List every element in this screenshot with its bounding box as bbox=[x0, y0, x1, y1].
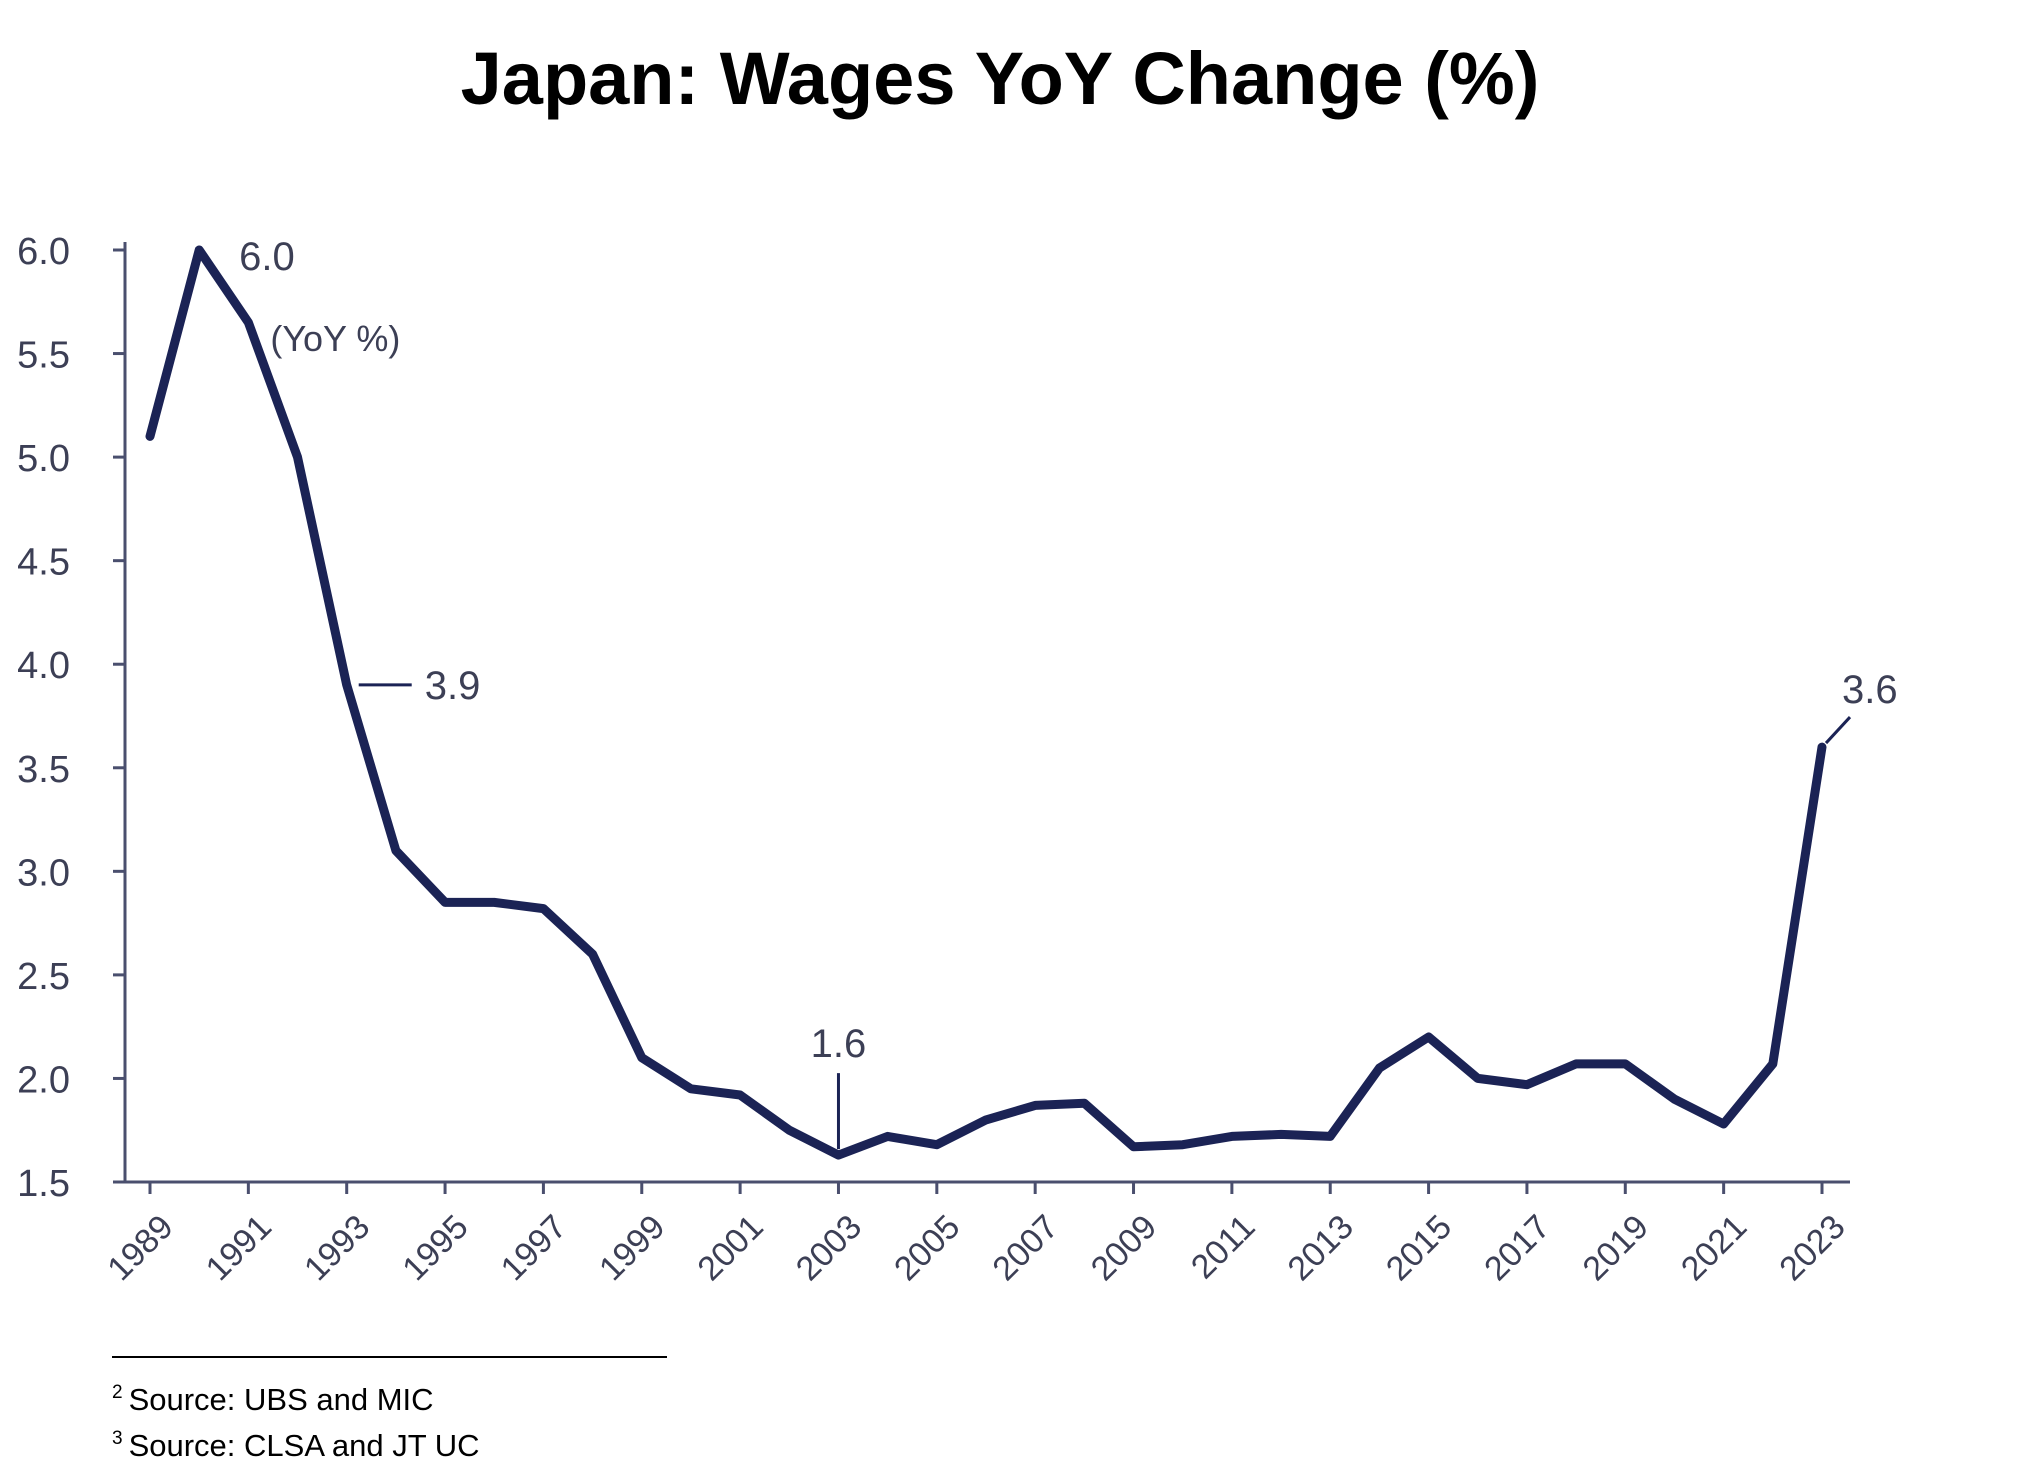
wages-line-chart: 1.52.02.53.03.54.04.55.05.56.0 1989 1991 1… bbox=[17, 231, 1898, 1288]
x-tick-label: 2017 bbox=[1477, 1208, 1557, 1288]
y-tick-label: 1.5 bbox=[17, 1163, 70, 1205]
footnote-text: Source: UBS and MIC bbox=[128, 1382, 434, 1417]
y-tick-label: 4.0 bbox=[17, 645, 70, 687]
x-tick-label: 2015 bbox=[1379, 1208, 1459, 1288]
annotation-label: 3.9 bbox=[425, 664, 481, 708]
x-tick-label: 1999 bbox=[592, 1208, 672, 1288]
y-tick-label: 4.5 bbox=[17, 542, 70, 584]
annotation-label: 1.6 bbox=[811, 1022, 867, 1066]
x-tick-label: 2011 bbox=[1184, 1208, 1263, 1287]
x-tick-label: 2023 bbox=[1772, 1208, 1852, 1288]
y-tick-label: 2.5 bbox=[17, 956, 70, 998]
annotation-label: 6.0 bbox=[239, 235, 295, 279]
y-ticks: 1.5 2.0 2.5 3.0 3.5 4.0 4.5 5.0 5.5 6.0 bbox=[17, 231, 125, 1205]
x-tick-label: 2007 bbox=[985, 1208, 1065, 1288]
x-tick-label: 2021 bbox=[1674, 1208, 1754, 1288]
page-title: Japan: Wages YoY Change (%) bbox=[460, 37, 1540, 120]
footnote-text: Source: CLSA and JT UC bbox=[128, 1428, 480, 1463]
x-ticks: 1989 1991 1993 1995 1997 1999 2001 2003 2005 2007… bbox=[100, 1182, 1853, 1288]
x-tick-label: 2013 bbox=[1281, 1208, 1361, 1288]
x-tick-label: 1991 bbox=[199, 1208, 279, 1288]
annotations: 6.0 3.9 1.6 3.6 bbox=[239, 235, 1898, 1150]
y-tick-label: 5.0 bbox=[17, 438, 70, 480]
x-tick-label: 2005 bbox=[887, 1208, 967, 1288]
footnote-marker: 2 bbox=[112, 1382, 123, 1403]
x-tick-label: 2001 bbox=[690, 1208, 770, 1288]
series-line-wages bbox=[145, 245, 1827, 1160]
x-tick-label: 2003 bbox=[789, 1208, 869, 1288]
x-tick-label: 1989 bbox=[100, 1208, 180, 1288]
x-tick-label: 1997 bbox=[494, 1208, 574, 1288]
y-tick-label: 3.0 bbox=[17, 852, 70, 894]
y-tick-label: 5.5 bbox=[17, 335, 70, 377]
footnote-2: 3 Source: CLSA and JT UC bbox=[112, 1428, 480, 1464]
footnote-divider bbox=[112, 1356, 667, 1358]
annotation-label: 3.6 bbox=[1842, 668, 1898, 712]
x-tick-label: 1993 bbox=[297, 1208, 377, 1288]
annotation-leader bbox=[1824, 716, 1852, 745]
y-tick-label: 2.0 bbox=[17, 1059, 70, 1101]
y-tick-label: 6.0 bbox=[17, 231, 70, 273]
x-tick-label: 1995 bbox=[395, 1208, 475, 1288]
y-tick-label: 3.5 bbox=[17, 749, 70, 791]
footnote-1: 2 Source: UBS and MIC bbox=[112, 1382, 434, 1418]
x-tick-label: 2019 bbox=[1576, 1208, 1656, 1288]
unit-label: (YoY %) bbox=[270, 318, 400, 359]
footnote-marker: 3 bbox=[112, 1428, 123, 1449]
x-tick-label: 2009 bbox=[1084, 1208, 1164, 1288]
